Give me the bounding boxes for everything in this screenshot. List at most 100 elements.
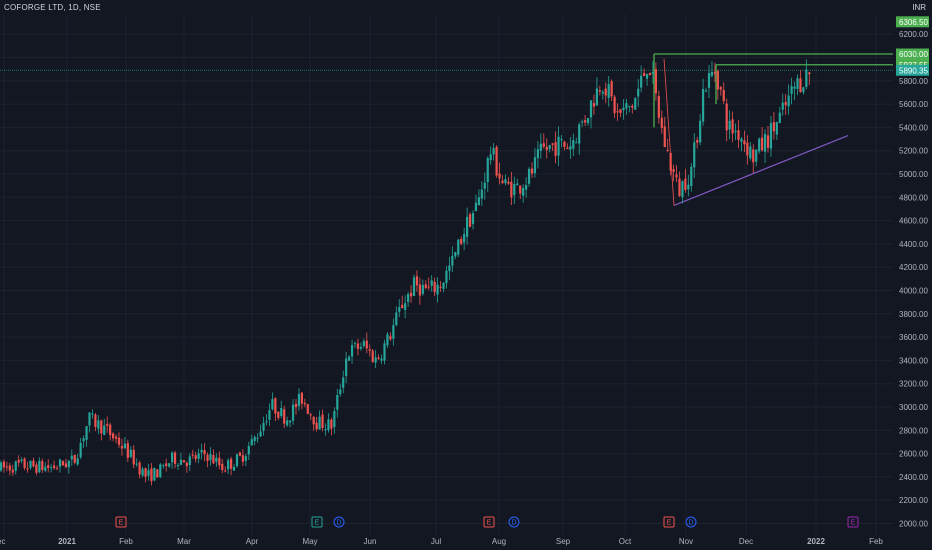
earnings-marker[interactable] (311, 516, 323, 528)
candle-body (79, 442, 82, 458)
candle-body (212, 455, 215, 464)
earnings-marker[interactable] (663, 516, 675, 528)
candle-body (713, 72, 716, 75)
candle-body (85, 426, 88, 440)
candle-body (88, 412, 91, 426)
candle-body (707, 73, 711, 88)
candle-body (802, 87, 805, 93)
candle-body (120, 446, 124, 449)
candle-body (805, 69, 808, 87)
time-axis[interactable]: ec 2021 Feb Mar Apr May Jun Jul Aug Sep Oct Nov Dec 2… (0, 537, 883, 546)
y-tick-label: 4200.00 (899, 263, 928, 272)
earnings-marker[interactable] (115, 516, 127, 528)
candle-body (480, 189, 483, 199)
candle-body (575, 142, 578, 144)
candle-body (483, 182, 486, 189)
candle-body (631, 105, 634, 108)
candle-body (64, 463, 67, 468)
y-tick-label: 4000.00 (899, 287, 928, 296)
candle-body (203, 450, 206, 455)
price-axis[interactable]: 2000.00 2200.00 2400.00 2600.00 2800.00 3000.… (896, 16, 929, 529)
candle-body (224, 470, 227, 472)
candle-body (690, 166, 693, 187)
candle-body (448, 265, 451, 272)
dividend-marker[interactable] (685, 516, 697, 528)
candle-body (586, 118, 590, 124)
candle-body (442, 282, 445, 289)
candle-body (702, 89, 705, 122)
candle-body (634, 98, 637, 110)
support-trend-line[interactable] (673, 134, 849, 207)
candle-body (241, 455, 244, 462)
y-tick-label: 5000.00 (899, 170, 928, 179)
candle-body (536, 149, 539, 159)
y-tick-label: 3600.00 (899, 333, 928, 342)
candle-body (513, 183, 516, 196)
candle-body (581, 121, 584, 123)
candle-body (769, 123, 773, 149)
candle-body (433, 281, 436, 293)
candle-body (525, 184, 528, 190)
y-tick-label: 5200.00 (899, 147, 928, 156)
candle-body (70, 455, 73, 460)
candle-body (277, 411, 280, 418)
candle-body (365, 340, 368, 349)
x-tick-label: Aug (492, 537, 506, 546)
candle-body (601, 91, 604, 94)
candle-body (280, 408, 283, 417)
x-tick-label: Apr (246, 537, 259, 546)
candle-body (510, 181, 513, 198)
candle-body (766, 135, 770, 148)
candle-body (681, 181, 684, 198)
candle-body (763, 133, 767, 152)
candle-body (67, 460, 70, 468)
candle-body (38, 460, 41, 473)
earnings-marker[interactable] (483, 516, 495, 528)
y-tick-label: 3200.00 (899, 380, 928, 389)
candle-body (604, 88, 607, 96)
candle-body (749, 146, 752, 159)
candle-body (699, 120, 702, 143)
y-tick-label: 5600.00 (899, 100, 928, 109)
candle-body (380, 358, 383, 361)
y-tick-label: 3400.00 (899, 356, 928, 365)
candle-body (619, 109, 622, 113)
candle-body (271, 399, 274, 410)
candle-body (173, 452, 177, 464)
candle-body (637, 88, 640, 97)
candle-body (492, 147, 495, 155)
candle-body (253, 436, 256, 442)
candle-body (445, 270, 448, 284)
candle-body (168, 463, 171, 467)
price-label-box (896, 64, 929, 76)
candle-body (327, 419, 330, 431)
candle-body (551, 143, 554, 145)
candle-body (740, 138, 743, 142)
candle-body (772, 122, 775, 132)
candle-body (50, 467, 53, 469)
candle-body (761, 137, 764, 151)
candle-body (94, 414, 97, 427)
candle-body (675, 174, 678, 178)
dividend-marker[interactable] (333, 516, 345, 528)
candle-body (613, 96, 616, 114)
candle-body (244, 456, 247, 461)
dividend-marker[interactable] (508, 516, 520, 528)
candle-body (53, 465, 56, 469)
candle-body (171, 452, 174, 463)
candle-body (138, 462, 141, 475)
price-label-box (896, 48, 929, 60)
candle-body (592, 103, 596, 107)
x-tick-label: Jul (431, 537, 441, 546)
candle-body (466, 216, 469, 237)
earnings-marker[interactable] (847, 516, 859, 528)
candle-body (530, 168, 534, 174)
candle-body (47, 465, 50, 468)
candle-body (17, 459, 20, 463)
dividend-marker-label: D (688, 520, 693, 527)
trend-lines[interactable] (0, 53, 893, 207)
y-tick-label: 2000.00 (899, 520, 928, 529)
